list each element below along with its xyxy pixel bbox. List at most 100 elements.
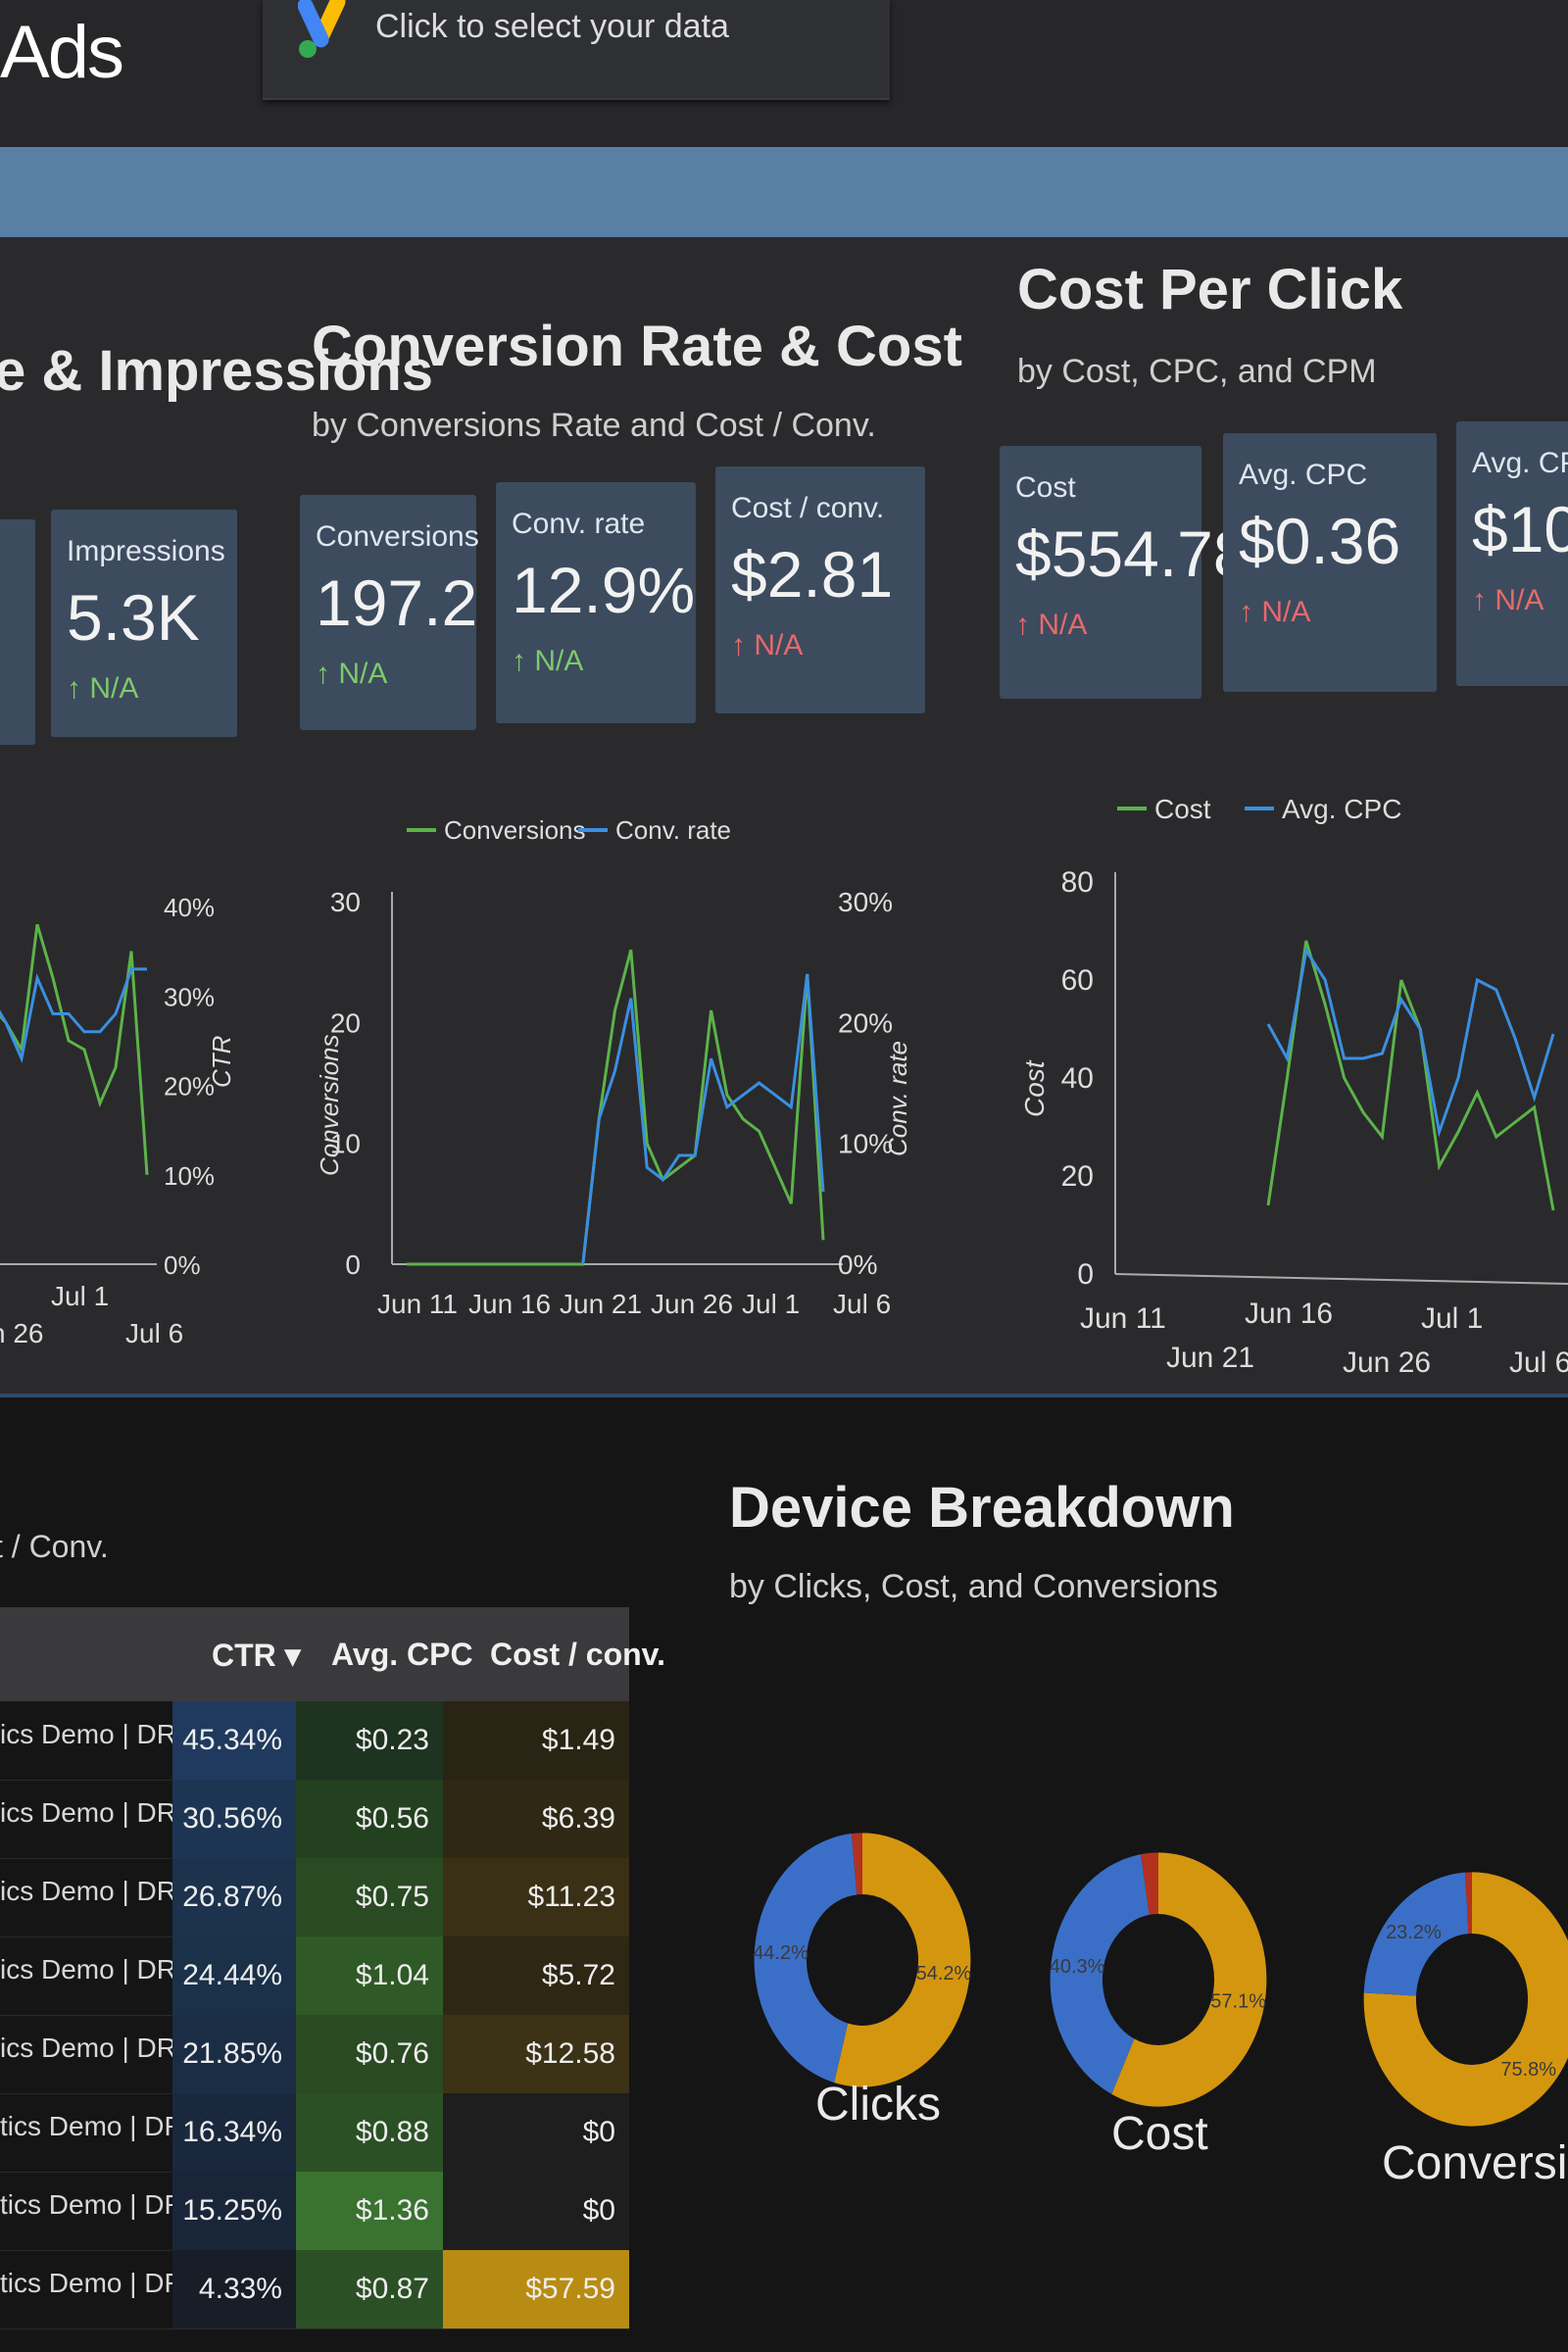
cost-conv-cell: $1.49 [443, 1701, 629, 1780]
donut-slice [851, 1833, 862, 1895]
donut-slice-label: 44.2% [753, 1942, 808, 1964]
x-tick-label: Jul 1 [742, 1289, 800, 1319]
avg-cpc-cell: $0.87 [296, 2250, 443, 2328]
y-tick-label: 80 [1061, 866, 1094, 899]
scorecard-label: Conversions [316, 520, 479, 553]
scorecard-label: Impressions [67, 535, 225, 567]
column-header-avg-cpc[interactable]: Avg. CPC [331, 1637, 473, 1672]
y-tick-label: 0 [1077, 1258, 1094, 1291]
section-subtitle-device: by Clicks, Cost, and Conversions [729, 1568, 1218, 1605]
donut-label-cost: Cost [1111, 2108, 1208, 2160]
x-tick-label: Jun 26 [651, 1289, 733, 1319]
series-line-blue [0, 967, 147, 1064]
y-right-tick-label: 0% [164, 1250, 201, 1280]
column-header-ctr[interactable]: CTR ▾ [212, 1638, 301, 1673]
legend-label: Conversions [444, 815, 586, 845]
series-line-conversions [407, 949, 825, 1266]
scorecard-conversions: Conversions 197.2 ↑ N/A [300, 495, 479, 730]
avg-cpc-cell: $0.75 [296, 1858, 443, 1936]
scorecard-avg-cpc: Avg. CPC $0.36 ↑ N/A [1223, 433, 1437, 692]
ctr-cell: 45.34% [172, 1701, 296, 1780]
scorecard-label: Conv. rate [512, 508, 646, 540]
y-right-tick-label: 0% [838, 1250, 877, 1280]
donut-slice-label: 57.1% [1210, 1991, 1266, 2013]
donut-slice [1363, 1872, 1469, 1996]
x-tick-label: Jun 21 [560, 1289, 642, 1319]
donut-slice [1465, 1872, 1472, 1935]
donut-slice [834, 1833, 971, 2087]
y-right-tick-label: 10% [838, 1129, 893, 1159]
scorecard-cost: Cost $554.78 ↑ N/A [1000, 446, 1250, 699]
section-title-impressions: e & Impressions [0, 339, 434, 403]
table-row[interactable]: ics Demo | DR | ma... 21.85% $0.76 $12.58 [0, 2015, 629, 2094]
avg-cpc-cell: $0.76 [296, 2015, 443, 2093]
section-title-device: Device Breakdown [729, 1476, 1235, 1540]
scorecard-value: 12.9% [512, 554, 696, 626]
scorecard-label: Avg. CP [1472, 447, 1568, 479]
donut-clicks: 54.2% 44.2% [753, 1833, 972, 2087]
x-tick-label: Jul 1 [51, 1281, 109, 1311]
y-right-tick-label: 40% [164, 893, 215, 922]
donut-slice [1141, 1852, 1158, 1915]
scorecard-partial [0, 519, 35, 745]
table-row[interactable]: ics Demo | DR | ma... 26.87% $0.75 $11.23 [0, 1858, 629, 1937]
x-tick-label: Jun 11 [1080, 1302, 1166, 1335]
scorecard-delta: ↑ N/A [731, 629, 804, 662]
ctr-cell: 16.34% [172, 2093, 296, 2172]
x-tick-label: Jun 21 [1166, 1342, 1254, 1374]
x-tick-label: Jun 16 [1245, 1298, 1333, 1330]
table-row[interactable]: ics Demo | DR | ma... 24.44% $1.04 $5.72 [0, 1936, 629, 2016]
scorecard-delta: ↑ N/A [1015, 609, 1088, 641]
avg-cpc-cell: $0.88 [296, 2093, 443, 2172]
legend-label: Avg. CPC [1282, 794, 1401, 824]
y-tick-label: 0 [345, 1250, 361, 1280]
scorecard-delta: ↑ N/A [67, 672, 139, 705]
scorecard-delta: ↑ N/A [512, 645, 584, 677]
data-source-selector[interactable]: Click to select your data [263, 0, 890, 100]
scorecard-cost-per-conv: Cost / conv. $2.81 ↑ N/A [715, 466, 925, 713]
table-row[interactable]: ics Demo | DR | ma... 45.34% $0.23 $1.49 [0, 1701, 629, 1781]
donut-cost: 57.1% 40.3% [1050, 1852, 1267, 2107]
y-tick-label: 40 [1061, 1062, 1094, 1095]
scorecard-value: $0.36 [1239, 505, 1401, 577]
series-line-green [0, 923, 149, 1175]
donut-conversions: 75.8% 23.2% [1363, 1872, 1568, 2127]
scorecard-conv-rate: Conv. rate 12.9% ↑ N/A [496, 482, 696, 723]
y-right-axis-label: Conv. rate [883, 1041, 912, 1156]
column-header-cost-conv[interactable]: Cost / conv. [490, 1637, 665, 1672]
table-row[interactable]: tics Demo | DR | ma... 4.33% $0.87 $57.59 [0, 2250, 629, 2329]
donut-label-clicks: Clicks [815, 2079, 941, 2131]
legend-label: Cost [1154, 794, 1211, 824]
x-tick-label: Jun 11 [377, 1289, 458, 1319]
series-line-avg-cpc [1266, 946, 1555, 1138]
y-right-axis-label: CTR [207, 1036, 236, 1088]
scorecard-delta: ↑ N/A [1472, 584, 1544, 616]
table-header: CTR ▾ Avg. CPC Cost / conv. [0, 1607, 665, 1701]
y-right-tick-label: 10% [164, 1161, 215, 1191]
scorecard-label: Avg. CPC [1239, 459, 1368, 491]
y-right-tick-label: 20% [838, 1007, 893, 1038]
scorecard-impressions: Impressions 5.3K ↑ N/A [51, 510, 237, 737]
header-bar: Ads Click to select your data [0, 0, 1568, 147]
x-tick-label: Jul 6 [1509, 1347, 1568, 1379]
y-axis-label: Conversions [315, 1034, 344, 1176]
app-title: Ads [0, 11, 124, 94]
data-selector-text: Click to select your data [375, 8, 729, 45]
donut-slice-label: 40.3% [1050, 1956, 1105, 1978]
y-tick-label: 20 [330, 1007, 361, 1038]
ctr-cell: 26.87% [172, 1858, 296, 1936]
main-panel [0, 237, 1568, 1394]
table-row[interactable]: tics Demo | DR | ma... 16.34% $0.88 $0 [0, 2093, 629, 2173]
table-row[interactable]: ics Demo | DR | ma... 30.56% $0.56 $6.39 [0, 1780, 629, 1859]
table-row[interactable]: tics Demo | DR | ma... 15.25% $1.36 $0 [0, 2172, 629, 2251]
cost-conv-cell: $5.72 [443, 1936, 629, 2015]
donut-slice [1363, 1872, 1568, 2127]
section-divider [0, 1394, 1568, 1397]
section-subtitle-conversion: by Conversions Rate and Cost / Conv. [312, 407, 876, 444]
ctr-cell: 15.25% [172, 2172, 296, 2250]
scorecard-avg-cpm: Avg. CP $10 ↑ N/A [1456, 421, 1568, 686]
x-tick-label: Jul 6 [833, 1289, 891, 1319]
x-tick-label: Jul 1 [1421, 1302, 1483, 1335]
chart-cost: Cost Avg. CPC 80 60 40 20 0 Cost Jun 11 Jun 16 Jun… [1019, 794, 1568, 1379]
x-tick-label: Jun 26 [1343, 1347, 1431, 1379]
